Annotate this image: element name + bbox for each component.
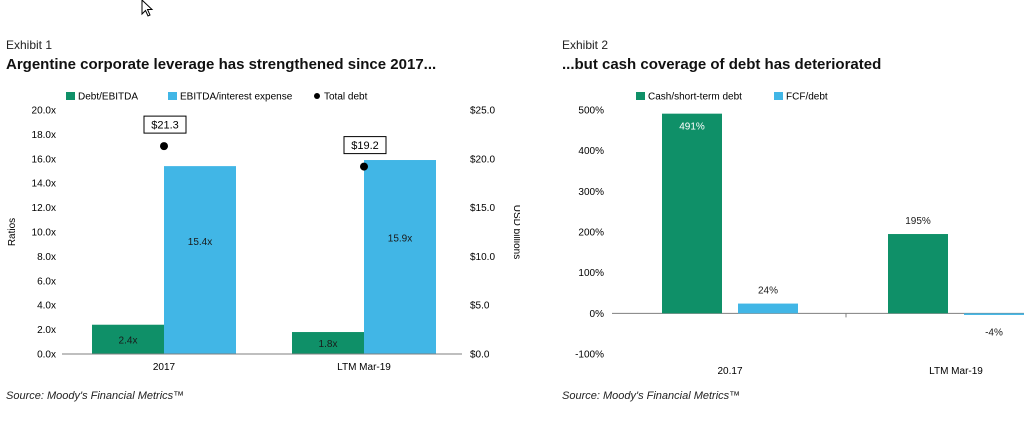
x-tick-label: 20.17 [717,366,742,377]
y-tick-label: 0.0x [37,350,56,361]
exhibit-1-label: Exhibit 1 [6,38,53,52]
y2-tick-label: $25.0 [470,106,495,117]
y-tick-label: 500% [578,106,604,117]
y-tick-label: 200% [578,228,604,239]
y-tick-label: 12.0x [32,203,56,214]
bar-0-0 [92,324,164,354]
bar-1-0 [738,303,798,314]
bar-label-0-0: 491% [679,122,705,133]
y-tick-label: 18.0x [32,130,56,141]
bar-label-1-0: 24% [758,286,778,297]
y2-tick-label: $5.0 [470,301,490,312]
x-tick-label: LTM Mar-19 [337,362,391,373]
bar-1-1 [964,313,1024,315]
bar-label-1-1: 15.9x [388,233,412,244]
bar-label-1-0: 15.4x [188,237,212,248]
bar-label-0-1: 195% [905,216,931,227]
y-tick-label: 16.0x [32,154,56,165]
chart-2: Cash/short-term debt FCF/debt -100% 0% 100% 2… [575,92,1024,377]
y2-tick-label: $15.0 [470,203,495,214]
legend-label-total-debt: Total debt [324,92,368,103]
legend-swatch-0 [636,92,645,100]
y2-tick-label: $10.0 [470,252,495,263]
total-debt-label-box-1 [343,136,387,155]
bar-0-0 [662,113,722,314]
y-axis-title: Ratios [7,218,18,246]
y-tick-label: 10.0x [32,228,56,239]
y-tick-label: 2.0x [37,325,56,336]
total-debt-marker-1 [360,162,368,171]
total-debt-label-1: $19.2 [351,140,379,152]
exhibit-2-title: ...but cash coverage of debt has deterio… [562,56,882,73]
exhibit-1-title: Argentine corporate leverage has strengt… [6,56,437,73]
y-tick-label: 300% [578,187,604,198]
exhibit-2-source: Source: Moody's Financial Metrics™ [562,390,741,402]
exhibit-2: Exhibit 2 ...but cash coverage of debt h… [556,0,1024,443]
legend-label-1: EBITDA/interest expense [180,92,293,103]
total-debt-label-0: $21.3 [151,120,179,132]
y-tick-label: 20.0x [32,106,56,117]
legend-label-1: FCF/debt [786,92,828,103]
legend-swatch-1 [168,92,177,100]
y-tick-label: 100% [578,268,604,279]
total-debt-marker-0 [160,142,168,151]
exhibit-1-source: Source: Moody's Financial Metrics™ [6,390,185,402]
bar-0-1 [292,332,364,354]
legend-marker-total-debt [314,93,320,99]
bar-1-1 [364,160,436,354]
y-tick-label: 4.0x [37,301,56,312]
x-tick-label: LTM Mar-19 [929,366,983,377]
bar-label-0-0: 2.4x [119,335,138,346]
y-tick-label: 0% [590,309,605,320]
y2-tick-label: $20.0 [470,154,495,165]
y-tick-label: 8.0x [37,252,56,263]
y2-tick-label: $0.0 [470,350,490,361]
x-tick-label: 2017 [153,362,176,373]
y-tick-label: 14.0x [32,179,56,190]
y-tick-label: 400% [578,146,604,157]
exhibit-1: Exhibit 1 Argentine corporate leverage h… [6,38,520,402]
legend-swatch-0 [66,92,75,100]
legend-label-0: Debt/EBITDA [78,92,138,103]
chart-1: Debt/EBITDA EBITDA/interest expense Total … [7,92,520,374]
y-tick-label: -100% [575,350,604,361]
mouse-cursor-icon [141,0,154,17]
exhibit-2-label: Exhibit 2 [562,38,609,52]
bar-label-1-1: -4% [985,327,1003,338]
y-tick-label: 6.0x [37,276,56,287]
total-debt-label-box-0 [143,115,187,134]
bar-1-0 [164,166,236,354]
bar-0-1 [888,234,948,314]
legend-label-0: Cash/short-term debt [648,92,742,103]
legend-swatch-1 [774,92,783,100]
bar-label-0-1: 1.8x [319,339,338,350]
y2-axis-title: USD billions [511,205,520,259]
